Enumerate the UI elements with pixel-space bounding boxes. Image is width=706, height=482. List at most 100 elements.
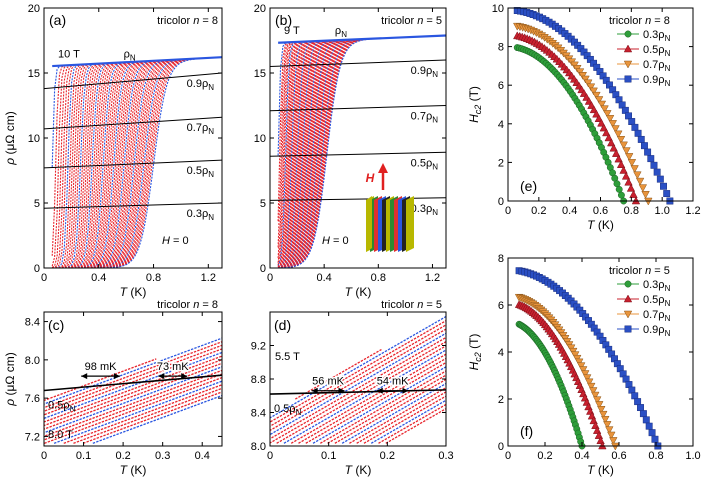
stack-layer (406, 196, 414, 252)
data-point (624, 280, 632, 288)
field-arrow-label: H (366, 171, 375, 185)
field-label-zero: H = 0 (322, 235, 349, 247)
reference-line-label: 0.5ρN (48, 399, 76, 413)
normal-state-curve (52, 56, 222, 68)
interval-arrow-head (158, 373, 165, 380)
data-point (624, 177, 633, 186)
rho-curve (270, 319, 446, 423)
rho-curve (63, 384, 222, 444)
data-point (584, 79, 593, 88)
rho-curve (44, 351, 222, 420)
data-point (575, 358, 584, 367)
x-axis-label: T (K) (120, 285, 147, 299)
data-point (605, 115, 615, 123)
data-point (644, 148, 652, 156)
interval-arrow-head (113, 373, 120, 380)
interval-label: 98 mK (85, 361, 117, 373)
y-axis-label: Hc2 (T) (467, 334, 483, 371)
data-point (638, 184, 648, 193)
data-point (617, 191, 625, 199)
data-point (635, 177, 645, 186)
rho-curve (44, 373, 222, 441)
y-tick-label: 20 (254, 3, 266, 15)
reference-line-label: 0.5ρN (187, 165, 215, 179)
data-point (581, 75, 590, 84)
x-axis-label: T (K) (587, 218, 614, 232)
reference-line (43, 159, 223, 169)
x-tick-label: 1.2 (685, 205, 700, 217)
reference-line-label: 0.9ρN (187, 78, 215, 92)
y-tick-label: 9.2 (251, 341, 266, 353)
series-0.9N (515, 267, 662, 450)
data-point (621, 171, 631, 180)
legend-entry: 0.3ρN (643, 29, 671, 43)
field-label-high: 9 T (284, 25, 300, 37)
data-point (651, 435, 659, 443)
data-point (624, 325, 632, 333)
panel-title: tricolor n = 5 (381, 299, 442, 311)
rho-curve (44, 348, 222, 416)
x-tick-label: 1.2 (425, 272, 440, 284)
y-tick-label: 0 (260, 263, 266, 275)
data-point (623, 310, 633, 319)
y-tick-label: 2 (498, 394, 504, 406)
y-tick-label: 5 (260, 198, 266, 210)
sample-stack-inset: H (366, 163, 414, 252)
y-tick-label: 10 (254, 133, 266, 145)
data-point (642, 416, 650, 424)
data-point (631, 123, 639, 131)
y-tick-label: 5 (34, 198, 40, 210)
y-tick-label: 8.8 (251, 374, 266, 386)
interval-arrow-head (311, 387, 318, 394)
rho-curve (44, 376, 222, 444)
data-point (639, 410, 647, 418)
legend-entry: 0.5ρN (643, 294, 671, 308)
reference-line-label: 0.3ρN (187, 208, 215, 222)
rho-curve (378, 403, 446, 444)
data-point (628, 118, 636, 125)
data-point (653, 168, 661, 176)
x-tick-label: 0.8 (648, 450, 663, 462)
interval-arrow-head (81, 373, 88, 380)
data-point (663, 190, 671, 198)
y-tick-label: 15 (28, 68, 40, 80)
data-point (624, 75, 632, 83)
interval-label: 56 mK (312, 376, 344, 388)
panel-a: 0.9ρN 0.7ρN 0.5ρN 0.3ρN 0 0.4 0.8 1.2 0 5 10 15 20 T … (3, 3, 223, 299)
panel-title: tricolor n = 5 (381, 15, 442, 27)
curve-group-d (270, 315, 446, 444)
interval-arrow-head (181, 373, 188, 380)
rho-curve (44, 366, 222, 434)
series-0.7N (514, 293, 620, 451)
y-tick-label: 20 (28, 3, 40, 15)
stack-face (366, 196, 372, 252)
data-point (648, 429, 656, 437)
reference-line-label: 0.7ρN (187, 122, 215, 136)
panel-title: tricolor n = 8 (157, 299, 218, 311)
reference-line-label: 0.9ρN (411, 65, 439, 79)
y-tick-label: 0 (34, 263, 40, 275)
rho-curve (44, 341, 222, 409)
data-point (605, 426, 614, 435)
panel-label: (d) (274, 317, 291, 333)
rho-curve (319, 370, 446, 444)
legend-title: tricolor n = 8 (609, 15, 670, 27)
rho-curve (92, 394, 222, 444)
rho-curve (44, 358, 157, 402)
data-point (589, 87, 598, 96)
x-tick-label: 0.8 (146, 272, 161, 284)
panel-b: 0.9ρN 0.7ρN 0.5ρN 0.3ρN 0 0.4 0.8 1.2 0 5 10 15 20 T … (254, 3, 447, 299)
data-point (609, 143, 618, 152)
rho-curve (270, 328, 446, 432)
y-axis-label: Hc2 (T) (467, 86, 483, 123)
data-point (634, 129, 642, 137)
x-tick-label: 1.0 (655, 205, 670, 217)
data-point (616, 136, 626, 144)
rho-curve (52, 56, 222, 268)
x-tick-label: 0.1 (76, 450, 91, 462)
reference-line-label: 0.5ρN (411, 157, 439, 171)
y-tick-label: 10 (492, 3, 504, 15)
data-point (585, 378, 594, 387)
y-tick-label: 8 (498, 42, 504, 54)
